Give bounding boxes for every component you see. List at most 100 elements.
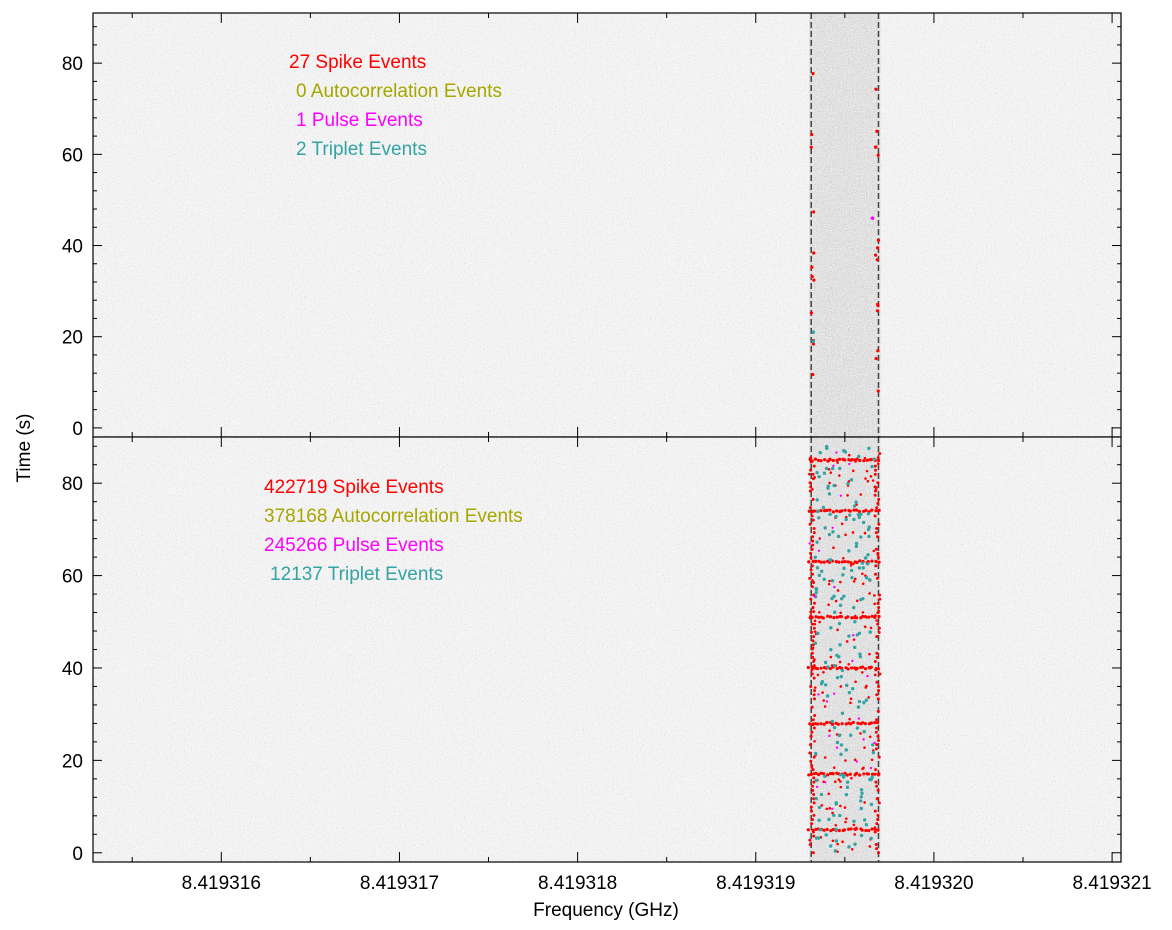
triplet-event-marker [844,683,849,688]
spike-event-marker [810,275,814,279]
spike-event-marker [813,714,817,718]
spike-event-marker [869,626,873,630]
spike-event-marker [876,302,880,306]
spike-event-marker [840,560,845,564]
spike-event-marker [812,797,816,801]
top-panel-noise-background [93,13,1121,437]
spike-event-marker [863,746,866,749]
spike-event-marker [810,132,814,137]
spike-event-marker [810,630,814,634]
triplet-event-marker [856,705,861,709]
spike-event-marker [823,756,827,759]
y-tick-label: 60 [62,145,83,166]
spike-event-marker [831,839,835,843]
triplet-event-marker [832,725,837,730]
spike-event-marker [873,145,878,149]
spike-event-marker [845,640,849,643]
spike-event-marker [876,458,881,463]
spike-event-marker [855,457,859,461]
spike-event-marker [809,456,813,460]
spike-event-marker [822,670,825,674]
spike-event-marker [856,721,860,725]
triplet-event-marker [851,687,855,691]
spike-event-marker [809,759,813,763]
spike-event-marker [855,599,859,603]
spike-event-marker [875,309,880,313]
y-tick-label: 80 [62,54,83,75]
triplet-event-marker [837,733,841,738]
triplet-event-marker [849,733,853,737]
spike-event-marker [852,580,856,583]
spike-event-marker [858,458,862,463]
spike-event-marker [810,730,814,734]
triplet-event-marker [819,569,824,574]
triplet-event-marker [867,446,871,451]
spike-event-marker [839,804,842,808]
spike-event-marker [813,457,818,461]
spike-event-marker [810,510,814,514]
spike-event-marker [809,311,813,315]
triplet-event-marker [819,792,824,797]
x-axis: 8.419316 8.419317 8.419318 8.419319 8.419320… [131,13,1152,894]
spike-event-marker [813,697,817,701]
spike-event-marker [811,372,815,377]
spike-event-marker [834,599,838,603]
spike-event-marker [808,842,812,846]
spike-event-marker [873,493,877,497]
spike-event-marker [811,639,815,643]
spike-event-marker [871,479,875,482]
spike-event-marker [810,651,814,655]
spike-event-marker [819,771,823,775]
spike-event-marker [848,772,852,776]
spike-event-marker [853,577,857,581]
bottom-panel-noise-background [93,437,1121,862]
spike-event-marker [865,469,869,473]
spike-event-marker [861,582,865,586]
triplet-event-marker [852,819,856,823]
pulse-event-marker [831,526,834,529]
spike-event-marker [876,622,880,626]
legend-entry-pulse: 245266 Pulse Events [264,535,444,556]
spike-event-marker [844,533,847,537]
spike-event-marker [874,564,878,568]
triplet-event-marker [857,454,861,459]
spike-event-marker [828,481,832,485]
spike-event-marker [877,630,881,634]
spike-event-marker [851,469,855,473]
spike-event-marker [849,560,853,565]
pulse-event-marker [870,216,875,220]
triplet-event-marker [847,549,851,553]
spike-event-marker [852,638,856,641]
bottom-panel: 422719 Spike Events 378168 Autocorrelatio… [62,436,1122,865]
spike-event-marker [810,622,814,626]
pulse-event-marker [824,781,827,784]
spike-event-marker [870,772,875,776]
spike-event-marker [876,684,880,688]
triplet-event-marker [824,683,828,687]
triplet-event-marker [839,743,844,747]
spike-event-marker [877,605,881,609]
triplet-event-marker [827,817,831,822]
triplet-event-marker [817,474,821,479]
spike-event-marker [873,253,878,257]
spike-event-marker [812,772,816,776]
spike-event-marker [816,458,821,462]
spike-event-marker [811,535,815,539]
pulse-event-marker [857,717,861,720]
spike-event-marker [833,780,837,784]
spike-event-marker [845,817,848,820]
spike-event-marker [818,537,822,540]
triplet-event-marker [859,788,864,792]
spike-event-marker [851,531,855,534]
spike-event-marker [821,616,825,620]
top-panel-y-axis: 0 20 40 60 80 [62,26,1121,440]
triplet-event-marker [831,466,835,471]
triplet-event-marker [828,558,833,563]
spike-event-marker [875,635,879,639]
triplet-event-marker [862,730,866,734]
spike-event-marker [817,615,821,619]
triplet-event-marker [834,827,838,832]
spike-event-marker [810,705,814,709]
spike-event-marker [812,251,816,255]
spike-event-marker [811,497,815,501]
